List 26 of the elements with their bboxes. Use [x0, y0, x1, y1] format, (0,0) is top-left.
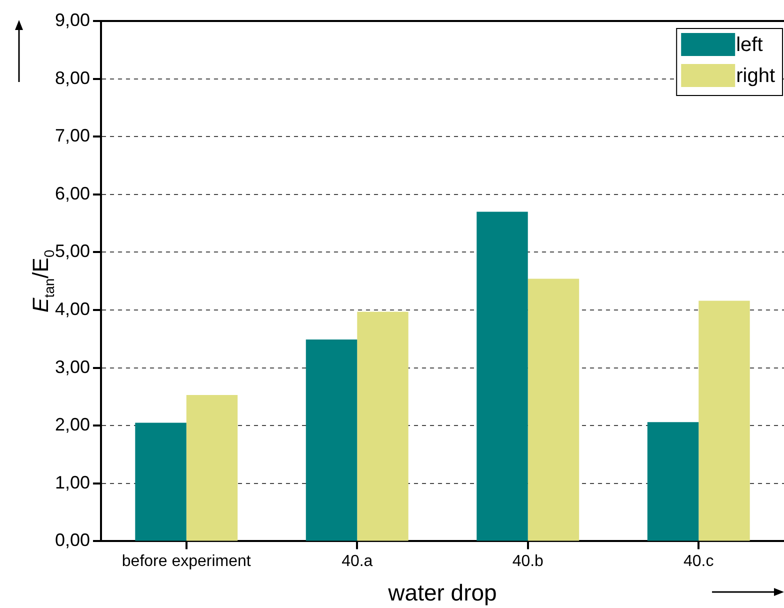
bar — [698, 300, 750, 541]
y-tick-label: 0,00 — [54, 530, 90, 550]
x-tick-label: 40.b — [512, 553, 544, 570]
y-tick-label: 4,00 — [54, 298, 90, 319]
bar — [135, 422, 186, 541]
y-tick-label: 5,00 — [54, 241, 90, 262]
x-axis-title: water drop — [387, 580, 497, 606]
y-tick-label: 9,00 — [54, 10, 90, 30]
y-tick-label: 3,00 — [54, 356, 90, 377]
bar — [306, 339, 358, 541]
bar — [528, 278, 580, 541]
bar — [647, 422, 699, 541]
y-tick-label: 1,00 — [54, 472, 90, 492]
y-tick-label: 7,00 — [54, 126, 90, 146]
x-tick-label: before experiment — [122, 553, 252, 570]
y-tick-label: 6,00 — [54, 183, 90, 204]
bar — [476, 212, 528, 541]
x-tick-label: 40.c — [684, 553, 714, 570]
legend-label: right — [736, 65, 776, 88]
x-tick-label: 40.a — [342, 553, 373, 570]
y-axis-title: Etan/E0 — [28, 250, 57, 312]
y-tick-label: 8,00 — [54, 68, 90, 88]
bar — [186, 394, 238, 541]
bar — [357, 312, 408, 541]
legend-label: left — [736, 34, 764, 56]
y-tick-label: 2,00 — [54, 414, 90, 435]
